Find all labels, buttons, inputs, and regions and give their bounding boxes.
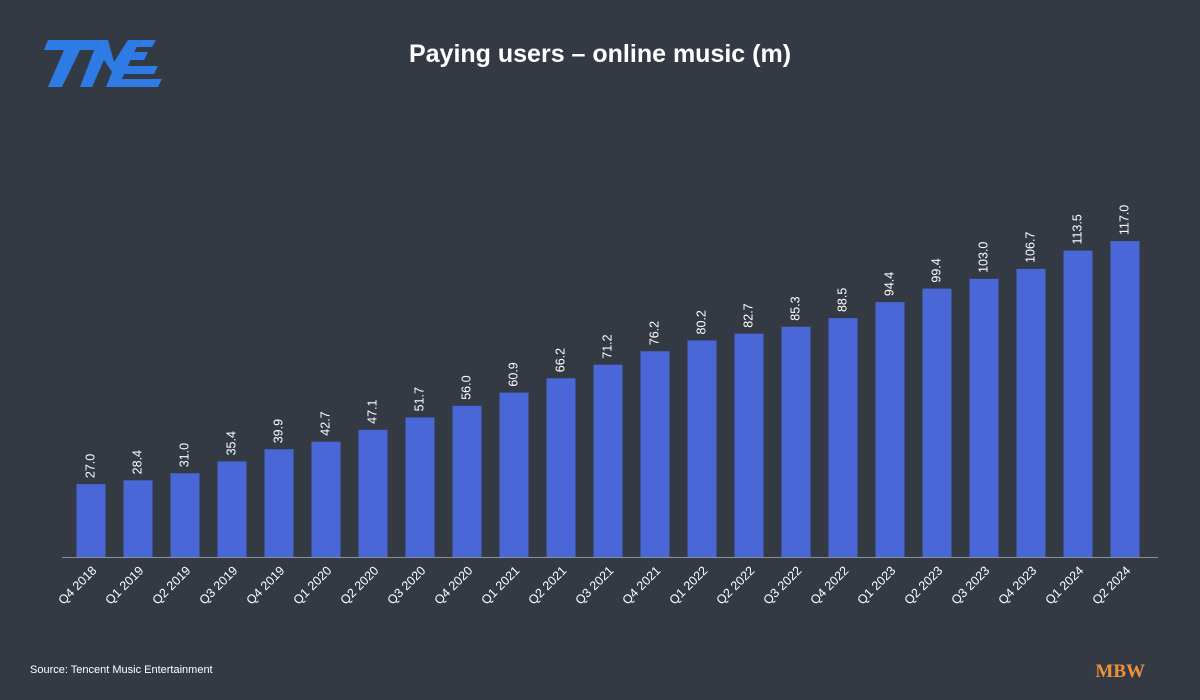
brand-logo: MBW [1095, 661, 1145, 682]
value-label: 103.0 [976, 242, 990, 273]
bar [170, 473, 200, 557]
bar [358, 429, 388, 557]
value-label: 88.5 [835, 288, 849, 312]
tme-logo [44, 40, 162, 87]
bar [1016, 268, 1046, 557]
value-label: 71.2 [600, 334, 614, 358]
value-label: 117.0 [1117, 205, 1131, 235]
bar [546, 378, 576, 557]
bar [875, 302, 905, 557]
bar [828, 318, 858, 557]
source: Source: Tencent Music Entertainment [30, 664, 213, 676]
logo-e1 [128, 52, 148, 60]
value-label: 51.7 [412, 387, 426, 411]
bar [1110, 241, 1140, 557]
bar [123, 480, 153, 557]
bar [1063, 250, 1093, 558]
bar [687, 340, 717, 557]
logo-m [80, 40, 140, 87]
value-label: 28.4 [130, 450, 144, 474]
value-label: 66.2 [553, 348, 567, 372]
value-label: 60.9 [506, 362, 520, 386]
bar [311, 441, 341, 557]
bar [405, 417, 435, 557]
value-label: 113.5 [1070, 214, 1084, 244]
bar [217, 461, 247, 557]
bar [640, 351, 670, 557]
bar [264, 449, 294, 557]
bar [734, 333, 764, 557]
value-label: 42.7 [318, 411, 332, 435]
bar [593, 364, 623, 557]
bar [499, 392, 529, 557]
value-label: 56.0 [459, 375, 473, 399]
bar [969, 278, 999, 557]
value-label: 27.0 [83, 454, 97, 478]
value-label: 39.9 [271, 419, 285, 443]
logo-t [44, 40, 98, 87]
value-label: 76.2 [647, 321, 661, 345]
logo-e3 [116, 79, 162, 87]
value-label: 94.4 [882, 272, 896, 296]
logo-e2 [120, 66, 158, 74]
value-label: 31.0 [177, 443, 191, 467]
bar [452, 405, 482, 557]
value-label: 106.7 [1023, 232, 1037, 263]
bar [922, 288, 952, 557]
chart-title: Paying users – online music (m) [409, 40, 791, 68]
value-label: 47.1 [365, 399, 379, 423]
value-label: 35.4 [224, 431, 238, 455]
logo-e4 [136, 40, 156, 47]
value-label: 82.7 [741, 303, 755, 327]
value-label: 80.2 [694, 310, 708, 334]
bar [76, 484, 106, 557]
bar [781, 326, 811, 557]
value-label: 99.4 [929, 258, 943, 282]
value-label: 85.3 [788, 296, 802, 320]
